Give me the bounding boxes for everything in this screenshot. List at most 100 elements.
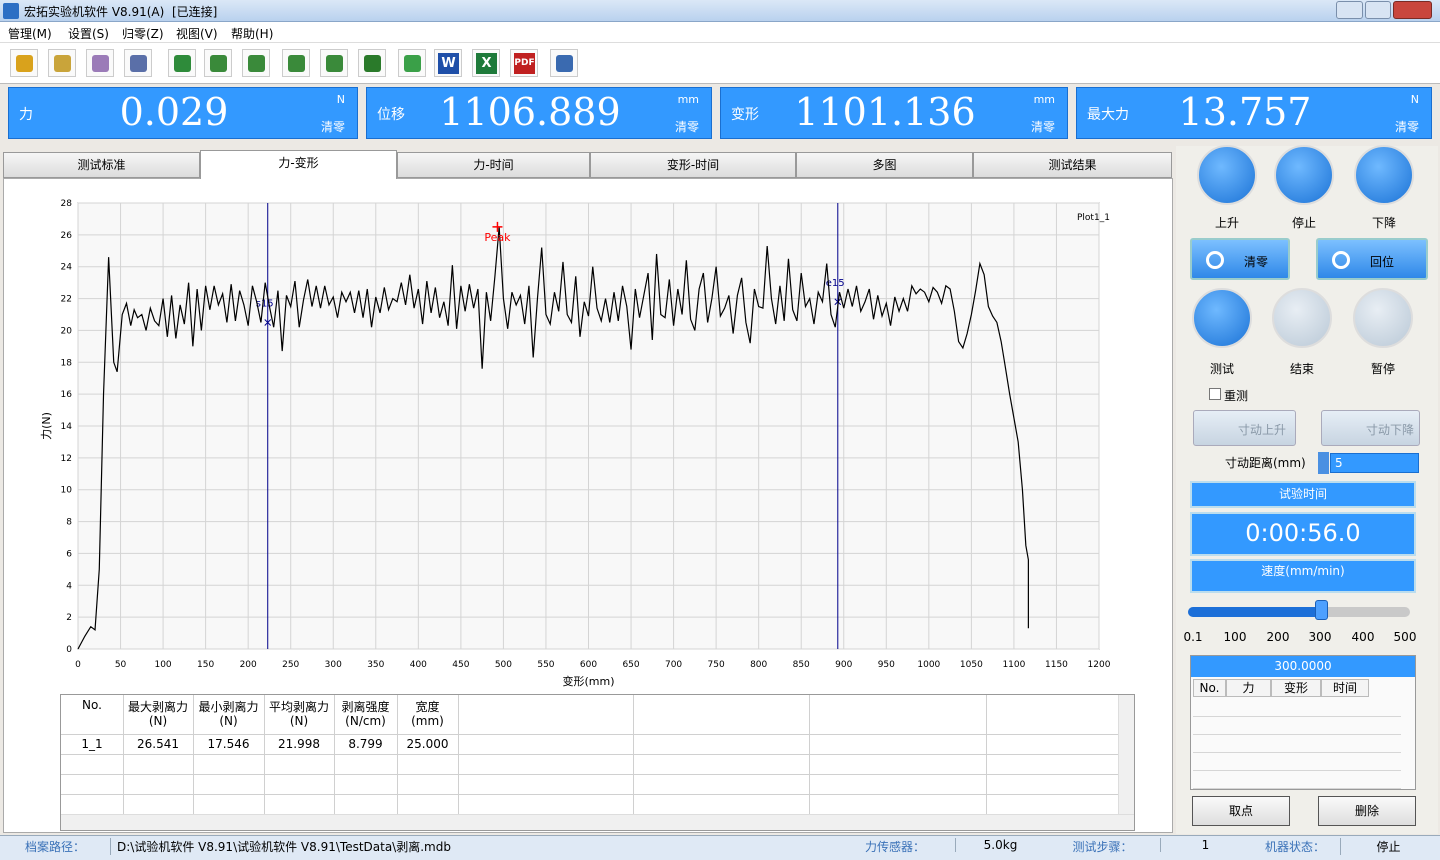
inch-input[interactable]: 5 (1330, 453, 1419, 473)
y-tick-label: 18 (61, 358, 73, 368)
table-row-line (61, 774, 1118, 775)
toolbar-button[interactable]: X (472, 49, 500, 77)
run-button[interactable] (1272, 288, 1332, 348)
window-buttons (1336, 1, 1433, 19)
toolbar-button[interactable]: W (434, 49, 462, 77)
zero-button[interactable]: 清零 (1030, 120, 1055, 134)
table-header: (N/cm) (345, 714, 386, 728)
table-header: (N) (148, 714, 168, 728)
title-bar (0, 0, 1440, 22)
menu-item[interactable]: 归零(Z) (122, 27, 164, 41)
toolbar-button[interactable] (358, 49, 386, 77)
zero-button[interactable]: 清零 (674, 120, 699, 134)
cursor-label: e15 (826, 278, 845, 289)
minimize-button[interactable] (1336, 1, 1363, 19)
toolbar-button[interactable] (398, 49, 426, 77)
table-cell: 8.799 (348, 737, 383, 751)
point-button[interactable]: 取点 (1192, 796, 1290, 826)
toolbar-button[interactable] (86, 49, 114, 77)
run-button[interactable] (1192, 288, 1252, 348)
zero-button[interactable]: 清零 (320, 120, 345, 134)
toolbar-button[interactable] (168, 49, 196, 77)
status-bar (0, 835, 1440, 860)
tab[interactable]: 力-变形 (200, 150, 397, 179)
time-title: 试验时间 (1190, 481, 1416, 508)
x-tick-label: 300 (325, 660, 342, 670)
x-tick-label: 750 (708, 660, 725, 670)
status-label: 机器状态： (1264, 840, 1325, 854)
status-value: 5.0kg (955, 838, 1045, 852)
spin-button[interactable] (1318, 452, 1329, 474)
toolbar-button[interactable] (550, 49, 578, 77)
jog-button[interactable] (1197, 145, 1257, 205)
status-label: 力传感器： (864, 840, 925, 854)
tab[interactable]: 力-时间 (397, 152, 590, 178)
readout-label: 最大力 (1087, 107, 1129, 123)
jog-button[interactable] (1274, 145, 1334, 205)
tab[interactable]: 测试标准 (3, 152, 200, 178)
readout-label: 变形 (731, 107, 759, 123)
y-tick-label: 10 (61, 486, 73, 496)
function-button[interactable]: 清零 (1190, 238, 1290, 280)
horizontal-scrollbar[interactable] (61, 814, 1134, 830)
y-tick-label: 4 (66, 581, 72, 591)
readout-box: 位移 1106.889 mm 清零 (366, 87, 712, 139)
button-label: 结束 (1289, 362, 1314, 376)
close-button[interactable] (1393, 1, 1433, 19)
slider-tick-label: 200 (1266, 630, 1290, 644)
point-table: 300.0000 No. 力变形 时间 (1190, 655, 1416, 790)
tab[interactable]: 变形-时间 (590, 152, 796, 178)
toolbar-button[interactable] (48, 49, 76, 77)
menu-item[interactable]: 设置(S) (68, 27, 109, 41)
readout-box: 最大力 13.757 N 清零 (1076, 87, 1432, 139)
button-label: 暂停 (1370, 362, 1395, 376)
toolbar-button[interactable] (10, 49, 38, 77)
table-header: 平均剥离力 (268, 700, 329, 714)
readout-box: 力 0.029 N 清零 (8, 87, 358, 139)
jog-button[interactable] (1354, 145, 1414, 205)
tab[interactable]: 测试结果 (973, 152, 1172, 178)
menu-item[interactable]: 帮助(H) (231, 27, 274, 41)
menu-item[interactable]: 视图(V) (176, 27, 218, 41)
toolbar-button[interactable] (282, 49, 310, 77)
toolbar-icon (92, 55, 109, 72)
inch-button[interactable]: 寸动下降 (1321, 410, 1420, 446)
toolbar-icon (16, 55, 33, 72)
toolbar-button[interactable]: PDF (510, 49, 538, 77)
x-tick-label: 1150 (1045, 660, 1068, 670)
vertical-scrollbar[interactable] (1118, 695, 1134, 814)
inch-button[interactable]: 寸动上升 (1193, 410, 1296, 446)
toolbar-icon (288, 55, 305, 72)
toolbar-button[interactable] (320, 49, 348, 77)
app-icon (3, 3, 19, 19)
slider-tick-label: 100 (1223, 630, 1247, 644)
function-button[interactable]: 回位 (1316, 238, 1428, 280)
y-tick-label: 26 (61, 231, 73, 241)
cursor-label: s15 (256, 298, 274, 309)
toolbar-button[interactable] (204, 49, 232, 77)
tab[interactable]: 多图 (796, 152, 973, 178)
peak-label: Peak (484, 231, 511, 244)
maximize-button[interactable] (1364, 1, 1392, 19)
point-row-line (1193, 752, 1401, 753)
table-header: 最小剥离力 (198, 700, 259, 714)
point-button[interactable]: 删除 (1318, 796, 1416, 826)
button-icon (1332, 251, 1350, 269)
point-value: 300.0000 (1191, 656, 1415, 677)
window-title: 宏拓实验机软件 V8.91(A) (24, 5, 165, 19)
toolbar-button[interactable] (124, 49, 152, 77)
zero-button[interactable]: 清零 (1394, 120, 1419, 134)
checkbox[interactable] (1209, 388, 1221, 400)
readout-unit: mm (1033, 93, 1055, 106)
inch-label: 寸动距离(mm) (1225, 456, 1306, 470)
checkbox-label: 重测 (1224, 389, 1249, 403)
slider-tick-label: 500 (1393, 630, 1417, 644)
slider-thumb[interactable] (1315, 600, 1328, 620)
x-tick-label: 700 (665, 660, 682, 670)
x-tick-label: 50 (115, 660, 127, 670)
toolbar-button[interactable] (242, 49, 270, 77)
menu-item[interactable]: 管理(M) (8, 27, 52, 41)
run-button[interactable] (1353, 288, 1413, 348)
point-row-line (1193, 770, 1401, 771)
